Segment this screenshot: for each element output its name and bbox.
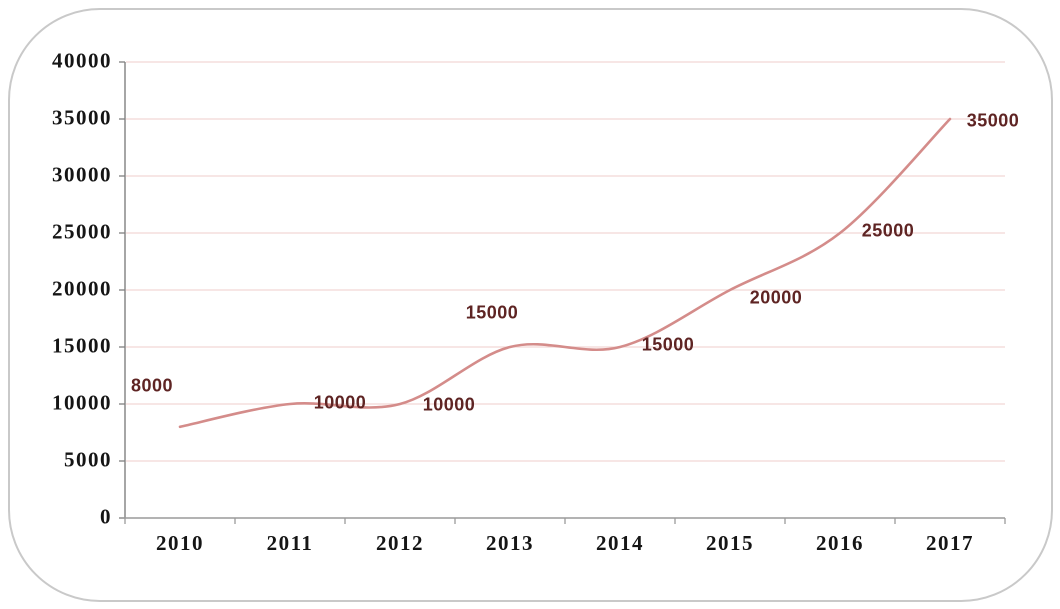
x-axis-tick-label: 2017 <box>926 531 974 555</box>
data-point-label: 10000 <box>422 394 476 415</box>
y-axis-tick-label: 35000 <box>52 105 112 130</box>
x-axis-tick-label: 2015 <box>706 531 754 555</box>
y-axis-tick-label: 30000 <box>52 162 112 187</box>
data-point-label: 8000 <box>130 375 174 396</box>
x-axis-tick-label: 2016 <box>816 531 864 555</box>
y-axis-tick-label: 0 <box>100 504 112 529</box>
x-axis-tick-label: 2011 <box>266 531 314 555</box>
x-axis-tick-label: 2014 <box>596 531 644 555</box>
y-axis-tick-label: 5000 <box>64 447 112 472</box>
data-point-label: 20000 <box>749 287 803 308</box>
y-axis-tick-label: 15000 <box>52 333 112 358</box>
y-axis-tick-label: 20000 <box>52 276 112 301</box>
series-line <box>178 117 952 429</box>
x-axis-tick-label: 2012 <box>376 531 424 555</box>
data-point-label: 25000 <box>861 220 915 241</box>
data-point-label: 10000 <box>313 392 367 413</box>
y-axis-tick-label: 10000 <box>52 390 112 415</box>
chart-card <box>8 8 1053 602</box>
data-point-label: 15000 <box>465 302 519 323</box>
data-point-label: 35000 <box>966 110 1020 131</box>
data-point-label: 15000 <box>641 334 695 355</box>
y-axis-tick-label: 40000 <box>52 48 112 73</box>
y-axis-tick-label: 25000 <box>52 219 112 244</box>
x-axis-tick-label: 2010 <box>156 531 204 555</box>
x-axis-tick-label: 2013 <box>486 531 534 555</box>
